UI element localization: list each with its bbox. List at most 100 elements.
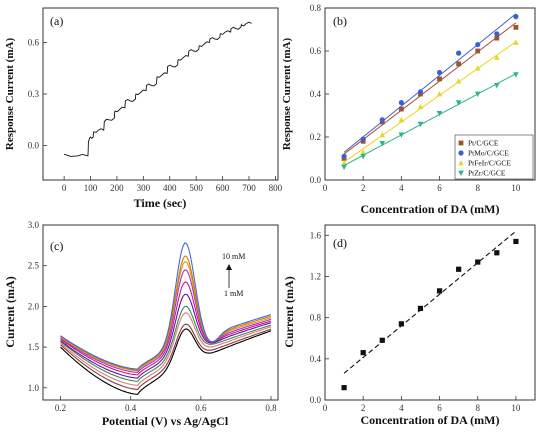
panel-d-frame <box>324 224 536 401</box>
panel-b-point <box>513 72 519 78</box>
panel-b-legend-label: Pt/C/GCE <box>468 139 499 148</box>
panel-d-xtick-label: 10 <box>511 403 521 413</box>
panel-c-curve-1 <box>60 323 272 390</box>
panel-b-point <box>379 131 386 138</box>
panel-b-xtick-label: 10 <box>511 183 521 193</box>
panel-d-point <box>379 337 385 343</box>
panel-d-xtick-label: 4 <box>399 403 404 413</box>
panel-b-point <box>398 106 404 112</box>
panel-d-ytick-label: 1.2 <box>310 271 321 281</box>
panel-b-point <box>436 69 443 76</box>
panel-b-point <box>436 91 443 97</box>
panel-d-fit-line <box>343 230 517 374</box>
panel-b-point <box>417 121 424 128</box>
panel-d-ylabel: Current (mA) <box>282 276 296 347</box>
panel-d-ytick-label: 0.4 <box>310 354 322 364</box>
panel-b-series <box>341 13 519 171</box>
panel-a-xtick-label: 200 <box>110 183 124 193</box>
panel-d-ytick-label: 0.8 <box>310 313 322 323</box>
panel-b-label: (b) <box>333 14 347 28</box>
panel-b-point <box>494 54 500 60</box>
panel-b-fit-line-3 <box>343 73 517 166</box>
panel-b-point <box>494 31 500 37</box>
panel-a-ytick-label: 0.3 <box>28 89 40 99</box>
panel-c-arrow-head <box>226 264 232 270</box>
panel-c-ytick-label: 1.5 <box>28 342 40 352</box>
panel-c-xtick-label: 0.6 <box>195 403 207 413</box>
panel-b-y-ticks: 0.0 0.2 0.4 0.6 0.8 <box>310 3 329 185</box>
panel-c-annotation-high: 10 mM <box>222 252 245 261</box>
panel-b-point <box>360 149 366 155</box>
panel-a-x-ticks: 0 100 200 300 400 500 600 700 800 <box>62 176 283 193</box>
panel-c-ytick-label: 1.0 <box>28 383 40 393</box>
panel-c-xtick-label: 0.4 <box>125 403 137 413</box>
panel-d-point <box>417 305 424 311</box>
panel-b-fit-line-2 <box>343 41 517 163</box>
panel-b-ytick-label: 0.4 <box>310 89 322 99</box>
panel-c-curve-5 <box>60 281 272 376</box>
panel-a-xtick-label: 600 <box>216 183 230 193</box>
panel-b-xlabel: Concentration of DA (mM) <box>361 202 500 216</box>
panel-b-point <box>475 41 481 48</box>
panel-d-point <box>398 321 404 327</box>
panel-b-point <box>513 14 519 20</box>
panel-d-point <box>360 350 366 356</box>
panel-c-ylabel: Current (mA) <box>3 276 17 347</box>
panel-c-annotation-low: 1 mM <box>224 289 243 298</box>
panel-b-point <box>379 117 385 123</box>
panel-b-xtick-label: 6 <box>437 183 442 193</box>
panel-c-ytick-label: 2.5 <box>28 261 40 271</box>
panel-b-point <box>360 153 366 160</box>
panel-b-point <box>474 65 481 71</box>
panel-b-ytick-label: 0.8 <box>310 3 322 13</box>
panel-b-point <box>417 103 424 110</box>
panel-b-legend-label: PtMo/C/GCE <box>468 149 509 158</box>
panel-c-curve-9 <box>60 242 272 370</box>
panel-c-xtick-label: 0.8 <box>265 403 277 413</box>
panel-a-xtick-label: 300 <box>137 183 151 193</box>
panel-b-ylabel: Response Current (mA) <box>281 38 293 151</box>
panel-d-point <box>436 288 443 294</box>
panel-b-x-ticks: 0 2 4 6 8 10 <box>323 176 521 193</box>
panel-c-curve-7 <box>60 260 272 372</box>
panel-c-ytick-label: 2.0 <box>28 301 40 311</box>
panel-b-ytick-label: 0.2 <box>310 132 321 142</box>
panel-a-trace-line <box>63 21 252 157</box>
panel-a-xtick-label: 500 <box>189 183 203 193</box>
panel-b-point <box>456 50 462 56</box>
panel-b-point <box>437 76 442 82</box>
panel-a-y-ticks: 0.0 0.3 0.6 <box>28 37 47 151</box>
panel-d-xtick-label: 2 <box>361 403 366 413</box>
panel-c-curve-4 <box>60 293 272 379</box>
panel-c-series <box>60 242 272 395</box>
panel-d-point <box>341 385 347 391</box>
panel-d-ytick-label: 0.0 <box>310 395 322 405</box>
panel-a-xtick-label: 0 <box>62 183 67 193</box>
panel-b-point <box>398 100 404 106</box>
panel-b-legend-marker <box>458 140 464 146</box>
panel-b-legend-marker <box>458 170 464 176</box>
panel-a-xtick-label: 100 <box>84 183 98 193</box>
panel-d-point <box>494 250 500 256</box>
panel-b-fit-line-1 <box>343 13 517 153</box>
panel-b-legend-marker <box>458 150 464 156</box>
panel-a-ytick-label: 0.0 <box>28 141 40 151</box>
panel-d-point <box>456 266 462 272</box>
panel-b-point <box>379 141 386 147</box>
panel-b-legend-marker <box>458 160 464 166</box>
panel-c-label: (c) <box>50 239 63 253</box>
panel-c-curve-2 <box>60 312 272 386</box>
panel-b-point <box>341 159 347 166</box>
panel-c-xtick-label: 0.2 <box>55 403 66 413</box>
panel-d-point <box>513 238 519 245</box>
panel-b-point <box>474 91 481 97</box>
panel-b-point <box>341 153 347 159</box>
panel-d-xtick-label: 0 <box>323 403 328 413</box>
panel-b-xtick-label: 2 <box>361 183 366 193</box>
panel-b-point <box>456 61 462 67</box>
panel-c-y-ticks: 1.0 1.5 2.0 2.5 3.0 <box>28 220 47 393</box>
panel-b-point <box>436 110 443 117</box>
panel-c-curve-0 <box>60 328 272 395</box>
panel-b-point <box>455 100 462 106</box>
